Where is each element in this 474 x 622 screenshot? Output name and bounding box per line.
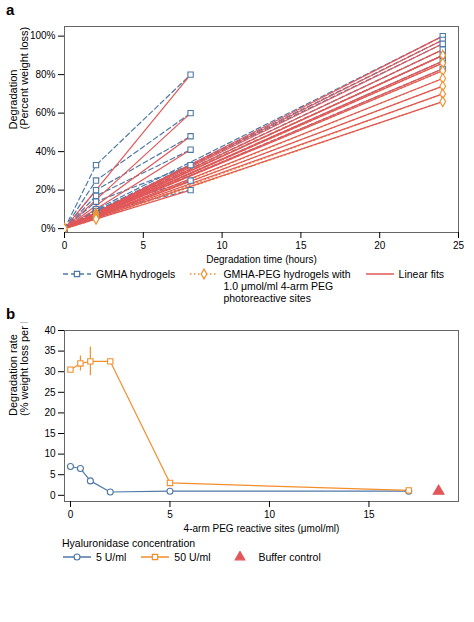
svg-text:80%: 80% <box>35 69 55 80</box>
svg-text:0: 0 <box>50 490 56 501</box>
svg-text:35: 35 <box>44 345 56 356</box>
html-text:GMHA hydrogels: GMHA hydrogels <box>96 268 176 280</box>
svg-text:20: 20 <box>374 240 386 251</box>
svg-text:30: 30 <box>44 366 56 377</box>
html-text:Buffer control: Buffer control <box>258 551 321 563</box>
svg-text:25: 25 <box>44 387 56 398</box>
svg-text:15: 15 <box>363 509 375 520</box>
svg-text:60%: 60% <box>35 107 55 118</box>
svg-text:15: 15 <box>295 240 307 251</box>
svg-text:10: 10 <box>217 240 229 251</box>
svg-text:25: 25 <box>453 240 465 251</box>
html-text:b: b <box>6 305 16 322</box>
html-text:50 U/ml: 50 U/ml <box>174 551 211 563</box>
svg-text:20: 20 <box>44 407 56 418</box>
svg-text:40: 40 <box>44 325 56 336</box>
svg-text:5: 5 <box>167 509 173 520</box>
svg-text:5: 5 <box>141 240 147 251</box>
svg-text:40%: 40% <box>35 146 55 157</box>
html-text:Linear fits: Linear fits <box>398 268 445 280</box>
svg-text:Degradation(Percent weight los: Degradation(Percent weight loss) <box>7 27 30 130</box>
svg-text:100%: 100% <box>30 30 56 41</box>
svg-text:10: 10 <box>44 448 56 459</box>
html-text:5 U/ml: 5 U/ml <box>96 551 127 563</box>
svg-text:0: 0 <box>62 240 68 251</box>
svg-text:4-arm PEG reactive sites (μmol: 4-arm PEG reactive sites (μmol/ml) <box>184 523 340 534</box>
svg-text:0%: 0% <box>41 223 56 234</box>
html-text:GMHA-PEG hydrogels with 1.0 μm: GMHA-PEG hydrogels with 1.0 μmol/ml 4-ar… <box>223 268 351 304</box>
svg-text:15: 15 <box>44 428 56 439</box>
svg-text:0: 0 <box>68 509 74 520</box>
svg-text:Degradation rate(% weight loss: Degradation rate(% weight loss per hour) <box>7 322 30 416</box>
svg-text:10: 10 <box>264 509 276 520</box>
svg-text:Degradation time (hours): Degradation time (hours) <box>206 254 317 265</box>
svg-text:5: 5 <box>50 469 56 480</box>
svg-text:20%: 20% <box>35 184 55 195</box>
html-text:Hyaluronidase concentration: Hyaluronidase concentration <box>62 537 196 549</box>
html-text:a: a <box>6 1 15 18</box>
